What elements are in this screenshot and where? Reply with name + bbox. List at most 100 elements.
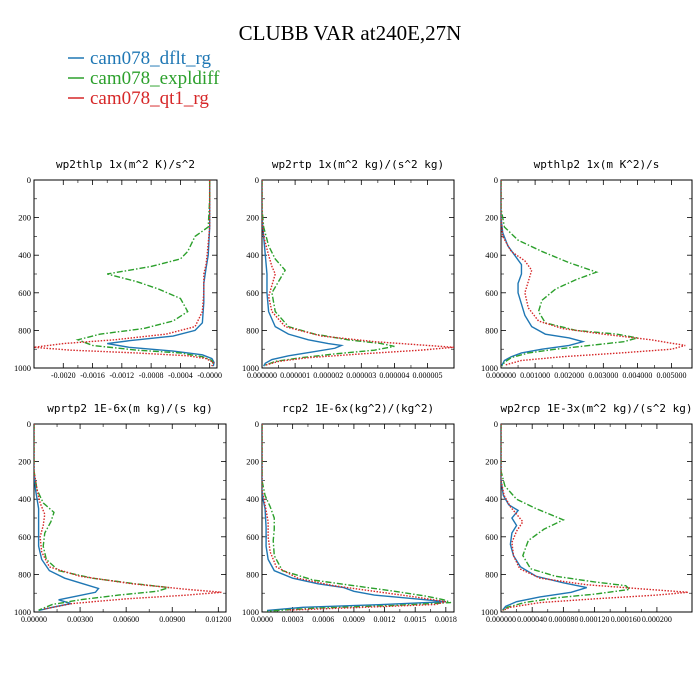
plot-frame bbox=[500, 179, 693, 369]
y-tick-label: 1000 bbox=[14, 607, 31, 617]
legend-label-qt1: cam078_qt1_rg bbox=[90, 88, 209, 109]
y-tick-label: 600 bbox=[18, 532, 31, 542]
series-line-expldiff bbox=[262, 424, 452, 612]
x-tick-label: 0.002000 bbox=[554, 371, 584, 380]
x-tick-label: 0.01200 bbox=[205, 615, 231, 624]
x-tick-label: 0.00300 bbox=[67, 615, 93, 624]
y-tick-label: 200 bbox=[485, 457, 498, 467]
x-tick-label: 0.000004 bbox=[379, 371, 409, 380]
series-line-dflt bbox=[34, 424, 100, 612]
y-tick-label: 1000 bbox=[481, 607, 498, 617]
x-tick-label: 0.000040 bbox=[517, 615, 547, 624]
x-tick-label: 0.000003 bbox=[346, 371, 376, 380]
y-tick-label: 400 bbox=[18, 250, 31, 260]
legend-label-dflt: cam078_dflt_rg bbox=[90, 48, 212, 69]
x-tick-label: -0.0020 bbox=[51, 371, 76, 380]
y-tick-label: 600 bbox=[246, 532, 259, 542]
plot-frame bbox=[500, 423, 693, 613]
x-tick-label: -0.0008 bbox=[139, 371, 164, 380]
x-tick-label: 0.000000 bbox=[486, 371, 516, 380]
x-tick-label: -0.0012 bbox=[110, 371, 135, 380]
y-tick-label: 800 bbox=[246, 325, 259, 335]
y-tick-label: 800 bbox=[246, 569, 259, 579]
series-line-expldiff bbox=[262, 180, 395, 366]
series-line-expldiff bbox=[501, 424, 632, 612]
chart-panel-4: rcp2 1E-6x(kg^2)/(kg^2) 0 200 400 600 800 1000… bbox=[242, 402, 457, 624]
x-tick-label: 0.000160 bbox=[611, 615, 641, 624]
x-tick-label: 0.000120 bbox=[580, 615, 610, 624]
y-tick-label: 600 bbox=[485, 532, 498, 542]
series-line-dflt bbox=[107, 180, 215, 367]
x-tick-label: 0.0015 bbox=[404, 615, 426, 624]
x-tick-label: 0.0000 bbox=[251, 615, 273, 624]
y-tick-label: 200 bbox=[18, 213, 31, 223]
x-tick-label: 0.005000 bbox=[657, 371, 687, 380]
legend: cam078_dflt_rg cam078_expldiff cam078_qt… bbox=[68, 48, 220, 109]
x-tick-label: 0.00000 bbox=[21, 615, 47, 624]
series-line-qt1 bbox=[34, 180, 215, 367]
legend-label-expldiff: cam078_expldiff bbox=[90, 68, 220, 89]
y-tick-label: 1000 bbox=[242, 607, 259, 617]
y-tick-label: 0 bbox=[27, 419, 31, 429]
y-tick-label: 800 bbox=[18, 325, 31, 335]
y-tick-label: 400 bbox=[485, 250, 498, 260]
chart-panel-0: wp2thlp 1x(m^2 K)/s^2 0 200 400 600 800 1000 -0… bbox=[14, 158, 222, 380]
y-tick-label: 1000 bbox=[481, 363, 498, 373]
panel-title: wp2rtp 1x(m^2 kg)/(s^2 kg) bbox=[272, 158, 444, 171]
x-tick-label: -0.0000 bbox=[197, 371, 222, 380]
x-tick-label: 0.00900 bbox=[159, 615, 185, 624]
plot-frame bbox=[261, 423, 455, 613]
y-tick-label: 200 bbox=[485, 213, 498, 223]
series-line-dflt bbox=[262, 180, 345, 367]
x-tick-label: 0.0018 bbox=[435, 615, 457, 624]
x-tick-label: 0.0009 bbox=[343, 615, 365, 624]
series-line-qt1 bbox=[262, 180, 454, 366]
figure-title: CLUBB VAR at240E,27N bbox=[239, 21, 462, 45]
x-tick-label: 0.000005 bbox=[413, 371, 443, 380]
x-tick-label: 0.003000 bbox=[588, 371, 618, 380]
x-tick-label: 0.001000 bbox=[520, 371, 550, 380]
chart-panel-3: wprtp2 1E-6x(m kg)/(s kg) 0 200 400 600 800 10… bbox=[14, 402, 231, 624]
panel-title: rcp2 1E-6x(kg^2)/(kg^2) bbox=[282, 402, 434, 415]
y-tick-label: 800 bbox=[485, 569, 498, 579]
y-tick-label: 400 bbox=[246, 250, 259, 260]
chart-panel-1: wp2rtp 1x(m^2 kg)/(s^2 kg) 0 200 400 600 800 1… bbox=[242, 158, 455, 380]
x-tick-label: -0.0016 bbox=[80, 371, 105, 380]
series-line-expldiff bbox=[75, 180, 214, 365]
chart-panel-2: wpthlp2 1x(m K^2)/s020040060080010000.00… bbox=[481, 158, 693, 380]
y-tick-label: 0 bbox=[494, 419, 498, 429]
x-tick-label: -0.0004 bbox=[168, 371, 193, 380]
y-tick-label: 400 bbox=[246, 494, 259, 504]
panel-title: wp2thlp 1x(m^2 K)/s^2 bbox=[56, 158, 195, 171]
series-line-qt1 bbox=[262, 424, 447, 611]
y-tick-label: 400 bbox=[18, 494, 31, 504]
y-tick-label: 0 bbox=[494, 175, 498, 185]
y-tick-label: 200 bbox=[246, 457, 259, 467]
x-tick-label: 0.000200 bbox=[642, 615, 672, 624]
series-line-dflt bbox=[262, 424, 446, 612]
y-tick-label: 1000 bbox=[14, 363, 31, 373]
y-tick-label: 1000 bbox=[242, 363, 259, 373]
panel-title: wprtp2 1E-6x(m kg)/(s kg) bbox=[47, 402, 213, 415]
series-line-expldiff bbox=[501, 180, 638, 367]
x-tick-label: 0.0003 bbox=[282, 615, 304, 624]
x-tick-label: 0.000000 bbox=[486, 615, 516, 624]
series-line-qt1 bbox=[34, 424, 222, 610]
y-tick-label: 800 bbox=[485, 325, 498, 335]
y-tick-label: 400 bbox=[485, 494, 498, 504]
y-tick-label: 600 bbox=[18, 288, 31, 298]
series-line-qt1 bbox=[501, 180, 686, 366]
y-tick-label: 0 bbox=[255, 419, 259, 429]
y-tick-label: 800 bbox=[18, 569, 31, 579]
x-tick-label: 0.000080 bbox=[548, 615, 578, 624]
x-tick-label: 0.000002 bbox=[313, 371, 343, 380]
x-tick-label: 0.000001 bbox=[280, 371, 310, 380]
series-line-dflt bbox=[501, 424, 587, 611]
series-line-expldiff bbox=[34, 424, 170, 611]
x-tick-label: 0.004000 bbox=[622, 371, 652, 380]
y-tick-label: 0 bbox=[255, 175, 259, 185]
plot-frame bbox=[33, 179, 218, 369]
chart-panel-5: wp2rcp 1E-3x(m^2 kg)/(s^2 kg)0 200 400 600 8… bbox=[481, 402, 693, 624]
panel-title: wpthlp2 1x(m K^2)/s bbox=[534, 158, 660, 171]
